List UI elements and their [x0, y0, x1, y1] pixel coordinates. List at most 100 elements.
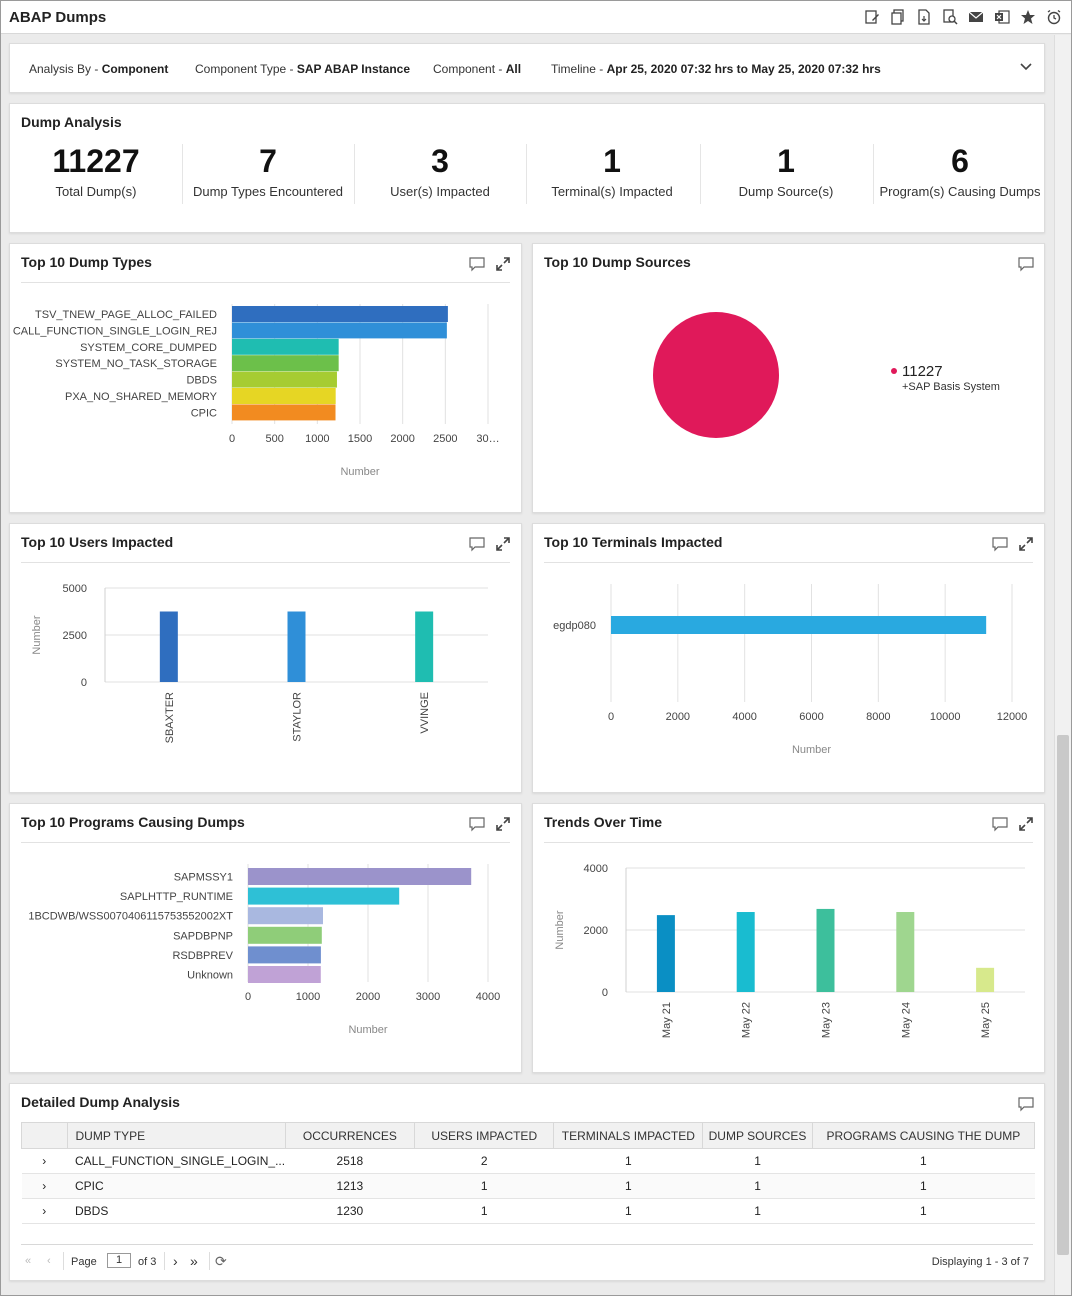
- chevron-down-icon[interactable]: [1020, 58, 1032, 74]
- chevron-right-icon[interactable]: ›: [21, 1198, 67, 1224]
- chevron-right-icon[interactable]: ›: [21, 1148, 67, 1174]
- bar: [248, 946, 321, 964]
- column-header-programs-causing[interactable]: PROGRAMS CAUSING THE DUMP: [811, 1122, 1036, 1149]
- comment-icon[interactable]: [1018, 1096, 1034, 1112]
- users-impacted-title: Top 10 Users Impacted: [21, 534, 174, 550]
- column-header-users-impacted[interactable]: USERS IMPACTED: [414, 1122, 555, 1149]
- filter-component-type[interactable]: Component Type - SAP ABAP Instance: [195, 62, 410, 76]
- users-impacted-chart: 5000 2500 0 SBAXTER STAYLOR VVINGE Number: [31, 583, 488, 743]
- table-row[interactable]: › CPIC 1213 1 1 1 1: [21, 1173, 1035, 1199]
- copy-report-icon[interactable]: [889, 8, 907, 26]
- category-label: RSDBPREV: [172, 950, 233, 962]
- export-excel-icon[interactable]: [993, 8, 1011, 26]
- category-label: May 23: [821, 1002, 833, 1038]
- vertical-scrollbar[interactable]: [1054, 35, 1071, 1295]
- table-row[interactable]: › CALL_FUNCTION_SINGLE_LOGIN_... 2518 2 …: [21, 1148, 1035, 1174]
- chevron-right-icon[interactable]: ›: [21, 1173, 67, 1199]
- column-header-terminals-impacted[interactable]: TERMINALS IMPACTED: [553, 1122, 704, 1149]
- axis-title: Number: [348, 1024, 387, 1036]
- favorite-star-icon[interactable]: [1019, 8, 1037, 26]
- expand-icon[interactable]: [495, 816, 511, 832]
- bar: [232, 388, 336, 404]
- x-tick-label: 2000: [390, 433, 414, 445]
- last-page-icon[interactable]: »: [190, 1253, 198, 1269]
- filter-analysis-by[interactable]: Analysis By - Component: [29, 62, 169, 76]
- x-tick-label: 4000: [732, 711, 756, 723]
- dump-types-chart: 0 500 1000 1500 2000 2500 30… TSV_TNEW_PAGE_ALL…: [13, 304, 500, 478]
- y-tick-label: 5000: [63, 583, 87, 595]
- comment-icon[interactable]: [992, 536, 1008, 552]
- category-label: SAPMSSY1: [174, 872, 233, 884]
- cell-programs-causing: 1: [812, 1173, 1035, 1199]
- cell-dump-type: DBDS: [67, 1198, 286, 1224]
- kpi-programs[interactable]: 6 Program(s) Causing Dumps: [879, 143, 1041, 199]
- table-row[interactable]: › DBDS 1230 1 1 1 1: [21, 1198, 1035, 1224]
- category-label: May 25: [980, 1002, 992, 1038]
- kpi-terminals-impacted[interactable]: 1 Terminal(s) Impacted: [551, 143, 673, 199]
- bar: [232, 355, 339, 372]
- dump-table: DUMP TYPE OCCURRENCES USERS IMPACTED TER…: [21, 1122, 1036, 1224]
- next-page-icon[interactable]: ›: [173, 1253, 178, 1269]
- preview-icon[interactable]: [941, 8, 959, 26]
- legend-value: 11227: [902, 363, 943, 380]
- comment-icon[interactable]: [469, 256, 485, 272]
- comment-icon[interactable]: [469, 816, 485, 832]
- comment-icon[interactable]: [992, 816, 1008, 832]
- cell-occurrences: 2518: [285, 1148, 415, 1174]
- category-label: SYSTEM_CORE_DUMPED: [80, 342, 217, 354]
- refresh-icon[interactable]: ⟳: [215, 1253, 227, 1269]
- scrollbar-thumb[interactable]: [1057, 735, 1069, 1255]
- cell-dump-type: CALL_FUNCTION_SINGLE_LOGIN_...: [67, 1148, 286, 1174]
- kpi-dump-types[interactable]: 7 Dump Types Encountered: [192, 143, 344, 199]
- dump-types-title: Top 10 Dump Types: [21, 254, 152, 270]
- bar: [896, 912, 915, 992]
- comment-icon[interactable]: [1018, 256, 1034, 272]
- x-tick-label: 0: [608, 711, 614, 723]
- bar: [736, 912, 755, 992]
- kpi-total-dumps[interactable]: 11227 Total Dump(s): [52, 143, 140, 199]
- cell-programs-causing: 1: [812, 1148, 1035, 1174]
- first-page-icon[interactable]: «: [25, 1255, 32, 1267]
- cell-occurrences: 1213: [285, 1173, 415, 1199]
- filter-timeline[interactable]: Timeline - Apr 25, 2020 07:32 hrs to May…: [551, 62, 881, 76]
- schedule-alarm-icon[interactable]: [1045, 8, 1063, 26]
- kpi-dump-sources[interactable]: 1 Dump Source(s): [738, 143, 834, 199]
- page-number-input[interactable]: 1: [107, 1253, 131, 1268]
- expand-icon[interactable]: [1018, 536, 1034, 552]
- edit-report-icon[interactable]: [863, 8, 881, 26]
- expand-icon[interactable]: [495, 536, 511, 552]
- filter-bar: Analysis By - Component Component Type -…: [9, 43, 1045, 93]
- column-header-occurrences[interactable]: OCCURRENCES: [284, 1122, 416, 1149]
- cell-dump-sources: 1: [702, 1148, 813, 1174]
- trends-title: Trends Over Time: [544, 814, 663, 830]
- y-tick-label: 2000: [584, 925, 608, 937]
- export-pdf-icon[interactable]: [915, 8, 933, 26]
- bar: [611, 616, 987, 634]
- axis-title: Number: [340, 466, 379, 478]
- filter-component[interactable]: Component - All: [433, 62, 522, 76]
- axis-title: Number: [31, 615, 43, 654]
- expand-icon[interactable]: [495, 256, 511, 272]
- detailed-dump-analysis-card: Detailed Dump Analysis DUMP TYPE OCCURRE…: [9, 1083, 1045, 1281]
- programs-chart: 0 1000 2000 3000 4000 SAPMSSY1 SAPLHTTP_RUNTIM…: [28, 864, 500, 1036]
- programs-title: Top 10 Programs Causing Dumps: [21, 814, 245, 830]
- column-header-dump-sources[interactable]: DUMP SOURCES: [702, 1122, 813, 1149]
- category-label: SAPDBPNP: [173, 930, 233, 942]
- x-tick-label: 1000: [296, 991, 320, 1003]
- comment-icon[interactable]: [469, 536, 485, 552]
- cell-users-impacted: 2: [414, 1148, 554, 1174]
- legend-label: +SAP Basis System: [902, 381, 1000, 393]
- dump-analysis-title: Dump Analysis: [21, 114, 122, 130]
- prev-page-icon[interactable]: ‹: [47, 1255, 51, 1267]
- expand-icon[interactable]: [1018, 816, 1034, 832]
- cell-occurrences: 1230: [285, 1198, 415, 1224]
- bar: [656, 915, 675, 992]
- cell-programs-causing: 1: [812, 1198, 1035, 1224]
- category-label: egdp080: [553, 620, 596, 632]
- kpi-users-impacted[interactable]: 3 User(s) Impacted: [390, 143, 490, 199]
- bar: [287, 611, 306, 682]
- column-header-dump-type[interactable]: DUMP TYPE: [66, 1122, 286, 1149]
- email-icon[interactable]: [967, 8, 985, 26]
- category-label: PXA_NO_SHARED_MEMORY: [65, 391, 218, 403]
- category-label: 1BCDWB/WSS0070406115753552002XT: [28, 911, 233, 923]
